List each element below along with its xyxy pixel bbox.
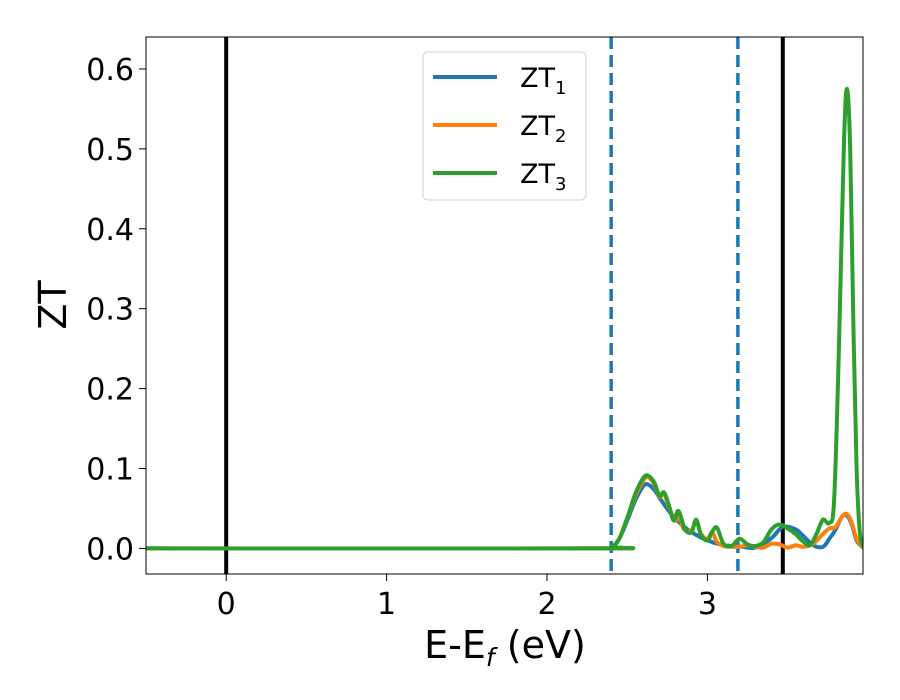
y-tick-label: 0.1 [86,453,134,488]
x-tick-label: 1 [377,587,396,622]
y-tick-label: 0.5 [86,133,134,168]
y-tick-label: 0.6 [86,53,134,88]
x-tick-label: 3 [698,587,717,622]
legend-box [422,51,587,201]
y-tick-label: 0.4 [86,213,134,248]
series-layer [146,86,863,551]
legend-label-zt3: ZT3 [520,159,566,195]
x-tick-label: 0 [217,587,236,622]
legend-label-zt1: ZT1 [520,63,566,99]
legend-label-zt2: ZT2 [520,111,566,147]
plot-frame [145,36,864,575]
x-axis: 0 1 2 3 [217,574,717,622]
series-line-zt3 [146,86,863,551]
x-tick-label: 2 [537,587,556,622]
x-axis-title: E-Ef (eV) [424,623,586,672]
legend: ZT1 ZT2 ZT3 [422,51,587,201]
y-tick-label: 0.3 [86,293,134,328]
y-tick-label: 0.0 [86,532,134,567]
y-axis: 0.0 0.1 0.2 0.3 0.4 0.5 0.6 [86,53,146,567]
reference-lines [224,37,785,574]
y-axis-title: ZT [31,280,75,330]
y-tick-label: 0.2 [86,373,134,408]
